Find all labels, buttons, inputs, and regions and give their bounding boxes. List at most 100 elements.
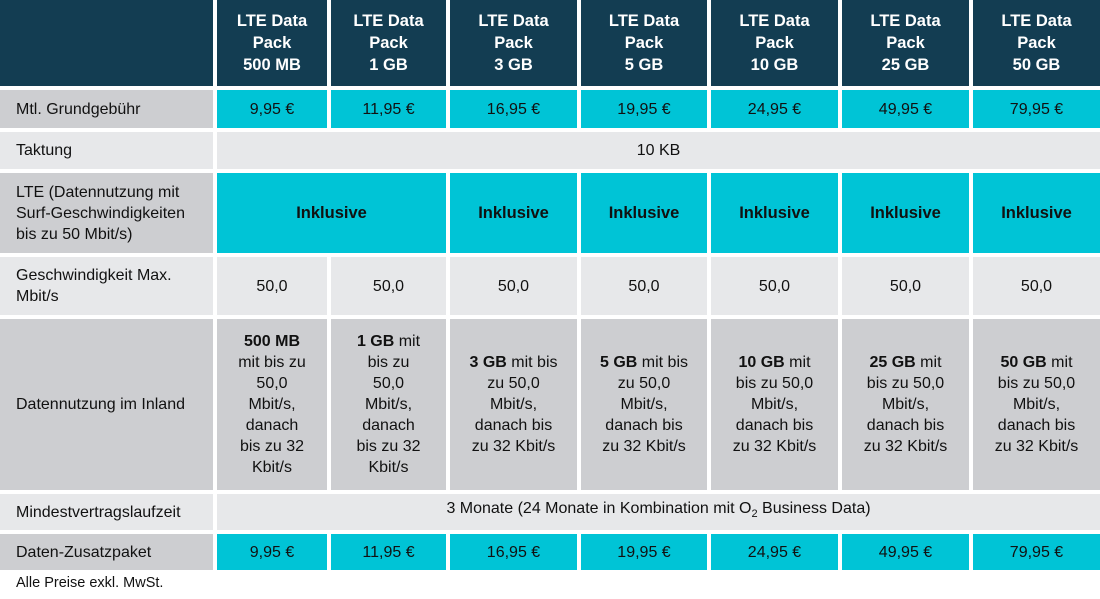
tariff-table: LTE Data Pack 500 MB LTE Data Pack 1 GB LTE Da… (0, 0, 1100, 570)
data-usage-description: mit bis zu 50,0 Mbit/s, danach bis zu 32… (863, 354, 948, 455)
header-line: 50 GB (1012, 56, 1061, 74)
speed-cell: 50,0 (581, 257, 707, 315)
data-usage-cell: 500 MB mit bis zu 50,0 Mbit/s, danach bis… (217, 319, 327, 490)
price-cell: 16,95 € (450, 534, 577, 570)
header-line: LTE Data (608, 12, 680, 30)
data-usage-text: 25 GB mit bis zu 50,0 Mbit/s, danach bis… (848, 352, 963, 457)
header-line: Pack (886, 34, 925, 52)
column-header-text: LTE Data Pack 5 GB (609, 10, 679, 76)
header-line: Pack (755, 34, 794, 52)
laufzeit-subscript: 2 (751, 508, 758, 521)
data-usage-cell: 5 GB mit bis zu 50,0 Mbit/s, danach bis … (581, 319, 707, 490)
speed-cell: 50,0 (217, 257, 327, 315)
header-line: LTE Data (739, 12, 810, 30)
lte-included-cell: Inklusive (842, 173, 969, 253)
price-cell: 79,95 € (973, 90, 1100, 128)
data-usage-text: 1 GB mit bis zu 50,0 Mbit/s, danach bis … (337, 331, 440, 478)
laufzeit-value: 3 Monate (24 Monate in Kombination mit O… (217, 494, 1100, 530)
data-volume: 50 GB (1000, 354, 1047, 371)
speed-cell: 50,0 (450, 257, 577, 315)
row-label: Mindestvertragslaufzeit (0, 494, 213, 530)
price-cell: 19,95 € (581, 90, 707, 128)
price-cell: 16,95 € (450, 90, 577, 128)
lte-included-cell: Inklusive (581, 173, 707, 253)
header-line: LTE Data (478, 12, 549, 30)
price-cell: 9,95 € (217, 534, 327, 570)
column-header: LTE Data Pack 3 GB (450, 0, 577, 86)
header-line: Pack (494, 34, 533, 52)
data-usage-cell: 50 GB mit bis zu 50,0 Mbit/s, danach bis… (973, 319, 1100, 490)
data-usage-description: mit bis zu 50,0 Mbit/s, danach bis zu 32… (471, 354, 558, 455)
header-line: LTE Data (870, 12, 941, 30)
lte-included-cell: Inklusive (217, 173, 446, 253)
speed-cell: 50,0 (711, 257, 838, 315)
header-line: LTE Data (1001, 12, 1072, 30)
footnote: Alle Preise exkl. MwSt. (16, 575, 164, 591)
data-usage-text: 500 MB mit bis zu 50,0 Mbit/s, danach bis… (223, 331, 321, 478)
data-usage-cell: 25 GB mit bis zu 50,0 Mbit/s, danach bis… (842, 319, 969, 490)
header-line: Pack (1017, 34, 1056, 52)
row-label: Mtl. Grundgebühr (0, 90, 213, 128)
header-line: 5 GB (624, 56, 664, 74)
price-cell: 79,95 € (973, 534, 1100, 570)
price-cell: 11,95 € (331, 534, 446, 570)
row-label: Daten-Zusatzpaket (0, 534, 213, 570)
column-header-text: LTE Data Pack 50 GB (1001, 10, 1071, 76)
header-line: LTE Data (353, 12, 424, 30)
data-usage-text: 50 GB mit bis zu 50,0 Mbit/s, danach bis… (979, 352, 1094, 457)
data-usage-description: mit bis zu 50,0 Mbit/s, danach bis zu 32… (238, 354, 306, 476)
column-header-text: LTE Data Pack 3 GB (478, 10, 548, 76)
price-cell: 24,95 € (711, 90, 838, 128)
header-line: 500 MB (243, 56, 301, 74)
laufzeit-text-post: Business Data) (757, 500, 871, 518)
price-cell: 49,95 € (842, 534, 969, 570)
speed-cell: 50,0 (842, 257, 969, 315)
data-volume: 10 GB (738, 354, 785, 371)
data-volume: 500 MB (243, 333, 301, 350)
header-line: 25 GB (881, 56, 930, 74)
laufzeit-text-pre: 3 Monate (24 Monate in Kombination mit O (446, 500, 752, 518)
data-usage-cell: 3 GB mit bis zu 50,0 Mbit/s, danach bis … (450, 319, 577, 490)
header-line: 3 GB (494, 56, 533, 74)
data-usage-description: mit bis zu 50,0 Mbit/s, danach bis zu 32… (994, 354, 1079, 455)
header-line: 10 GB (750, 56, 799, 74)
header-line: 1 GB (369, 56, 408, 74)
speed-cell: 50,0 (973, 257, 1100, 315)
header-line: Pack (252, 34, 292, 52)
header-line: Pack (369, 34, 408, 52)
laufzeit-text: 3 Monate (24 Monate in Kombination mit O… (446, 498, 870, 525)
header-line: LTE Data (236, 12, 308, 30)
price-cell: 24,95 € (711, 534, 838, 570)
data-volume: 3 GB (469, 354, 507, 371)
data-usage-cell: 1 GB mit bis zu 50,0 Mbit/s, danach bis … (331, 319, 446, 490)
price-cell: 49,95 € (842, 90, 969, 128)
speed-cell: 50,0 (331, 257, 446, 315)
header-corner (0, 0, 213, 86)
data-volume: 25 GB (869, 354, 916, 371)
data-usage-description: mit bis zu 50,0 Mbit/s, danach bis zu 32… (732, 354, 817, 455)
column-header: LTE Data Pack 25 GB (842, 0, 969, 86)
row-label: Taktung (0, 132, 213, 169)
column-header: LTE Data Pack 1 GB (331, 0, 446, 86)
column-header-text: LTE Data Pack 1 GB (353, 10, 423, 76)
row-label: Geschwindigkeit Max. Mbit/s (0, 257, 213, 315)
data-usage-cell: 10 GB mit bis zu 50,0 Mbit/s, danach bis… (711, 319, 838, 490)
data-usage-description: mit bis zu 50,0 Mbit/s, danach bis zu 32… (602, 354, 688, 455)
column-header-text: LTE Data Pack 25 GB (870, 10, 940, 76)
column-header-text: LTE Data Pack 500 MB (237, 10, 307, 76)
data-usage-text: 10 GB mit bis zu 50,0 Mbit/s, danach bis… (717, 352, 832, 457)
column-header-text: LTE Data Pack 10 GB (739, 10, 809, 76)
column-header: LTE Data Pack 5 GB (581, 0, 707, 86)
data-usage-text: 3 GB mit bis zu 50,0 Mbit/s, danach bis … (456, 352, 571, 457)
lte-included-cell: Inklusive (973, 173, 1100, 253)
price-cell: 19,95 € (581, 534, 707, 570)
data-usage-description: mit bis zu 50,0 Mbit/s, danach bis zu 32… (356, 333, 421, 476)
header-line: Pack (624, 34, 664, 52)
price-cell: 11,95 € (331, 90, 446, 128)
row-label: LTE (Datennutzung mit Surf-Geschwindigke… (0, 173, 213, 253)
data-usage-text: 5 GB mit bis zu 50,0 Mbit/s, danach bis … (587, 352, 701, 457)
column-header: LTE Data Pack 50 GB (973, 0, 1100, 86)
row-label: Datennutzung im Inland (0, 319, 213, 490)
lte-included-cell: Inklusive (711, 173, 838, 253)
data-volume: 5 GB (599, 354, 638, 371)
